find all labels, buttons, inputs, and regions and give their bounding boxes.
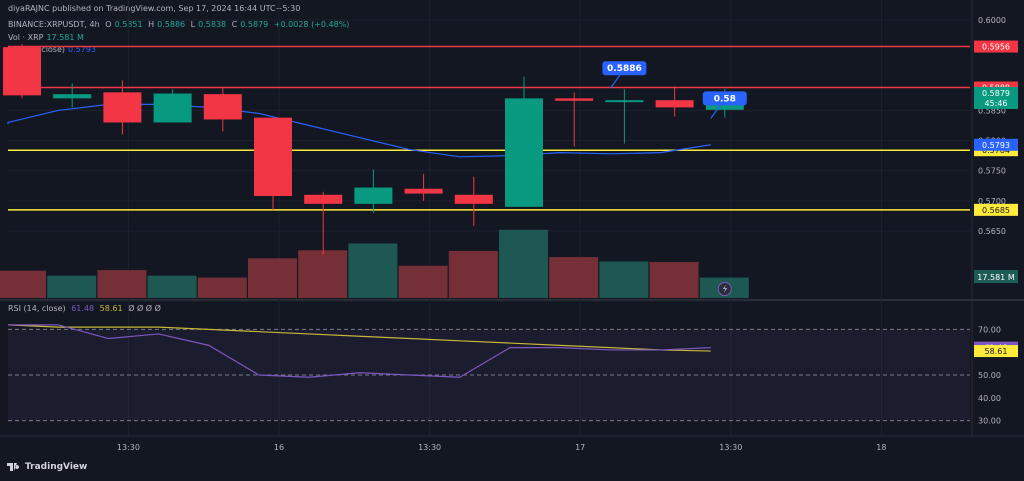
- price-callout-label: 0.5886: [607, 64, 642, 74]
- candle-body: [103, 92, 142, 123]
- lightning-icon: [722, 285, 728, 293]
- level-price-tag: [974, 203, 1018, 216]
- volume-bar: [47, 275, 97, 298]
- level-price-tag: [974, 40, 1018, 53]
- level-price-tag-label: 0.5685: [982, 206, 1010, 215]
- candle-body: [304, 194, 343, 204]
- current-price-tag-label: 0.5793: [982, 141, 1010, 150]
- price-callout: [602, 61, 647, 76]
- rsi-ma-line: [7, 324, 711, 352]
- volume-bar: [248, 258, 297, 298]
- rsi-ma-value-tag: [974, 345, 1018, 358]
- volume-legend[interactable]: Vol · XRP 17.581 M: [8, 33, 84, 42]
- time-tick-label: 13:30: [117, 443, 140, 452]
- volume-bar: [649, 262, 699, 298]
- rsi-tick-label: 40.00: [978, 394, 1001, 403]
- rsi-line: [8, 324, 711, 378]
- current-price-tag: [974, 138, 1018, 151]
- price-callout-label: 0.58: [714, 94, 736, 104]
- volume-bar: [398, 265, 448, 298]
- callout-pointer: [710, 104, 722, 119]
- symbol-label[interactable]: BINANCE:XRPUSDT, 4h: [8, 20, 100, 29]
- price-tick-label: 0.5700: [978, 197, 1006, 206]
- sma-line: [7, 103, 711, 158]
- level-price-tag-label: 0.5956: [982, 43, 1010, 52]
- volume-bar: [499, 229, 548, 298]
- rsi-legend[interactable]: RSI (14, close) 61.48 58.61 Ø Ø Ø Ø: [8, 304, 161, 313]
- time-tick-label: 13:30: [719, 443, 742, 452]
- tradingview-logo[interactable]: TradingView: [6, 462, 87, 472]
- current-price-tag-label: 0.5879: [982, 89, 1010, 98]
- volume-bar: [97, 270, 147, 298]
- time-tick-label: 16: [274, 443, 284, 452]
- price-callout: [702, 91, 747, 106]
- volume-bar: [549, 257, 599, 298]
- countdown-label: 45:46: [984, 99, 1007, 108]
- price-tick-label: 0.5850: [978, 106, 1006, 115]
- rsi-tick-label: 30.00: [978, 417, 1001, 426]
- callout-pointer: [609, 73, 621, 89]
- price-tick-label: 0.5750: [978, 167, 1006, 176]
- rsi-background-band: [8, 329, 970, 421]
- volume-value-tag: [974, 270, 1018, 283]
- rsi-ma-value-tag-label: 58.61: [985, 347, 1008, 356]
- volume-bar: [599, 261, 649, 298]
- candle-body: [605, 100, 644, 103]
- time-tick-label: 13:30: [418, 443, 441, 452]
- candle-body: [354, 187, 393, 204]
- volume-bar: [197, 277, 247, 298]
- time-tick-label: 18: [876, 443, 886, 452]
- candle-body: [153, 93, 192, 123]
- volume-bar: [348, 243, 398, 298]
- volume-bar: [448, 250, 498, 298]
- price-tick-label: 0.5650: [978, 227, 1006, 236]
- candle-body: [655, 100, 694, 108]
- candle-body: [404, 188, 443, 194]
- volume-bar: [147, 275, 197, 298]
- price-tick-label: 0.6000: [978, 16, 1006, 25]
- candle-body: [53, 94, 92, 99]
- rsi-tick-label: 50.00: [978, 371, 1001, 380]
- candle-body: [203, 94, 242, 120]
- candle-body: [454, 194, 493, 204]
- tradingview-logo-icon: [7, 463, 20, 471]
- volume-bar: [298, 250, 348, 298]
- candle-body: [505, 98, 543, 207]
- volume-bar: [0, 270, 46, 298]
- candle-body: [555, 98, 594, 101]
- candle-body: [254, 117, 292, 196]
- candle-body: [3, 47, 41, 96]
- publisher-line: diyaRAJNC published on TradingView.com, …: [8, 4, 301, 13]
- rsi-tick-label: 70.00: [978, 325, 1001, 334]
- current-price-tag: [974, 86, 1018, 109]
- time-tick-label: 17: [575, 443, 585, 452]
- volume-value-tag-label: 17.581 M: [977, 273, 1015, 282]
